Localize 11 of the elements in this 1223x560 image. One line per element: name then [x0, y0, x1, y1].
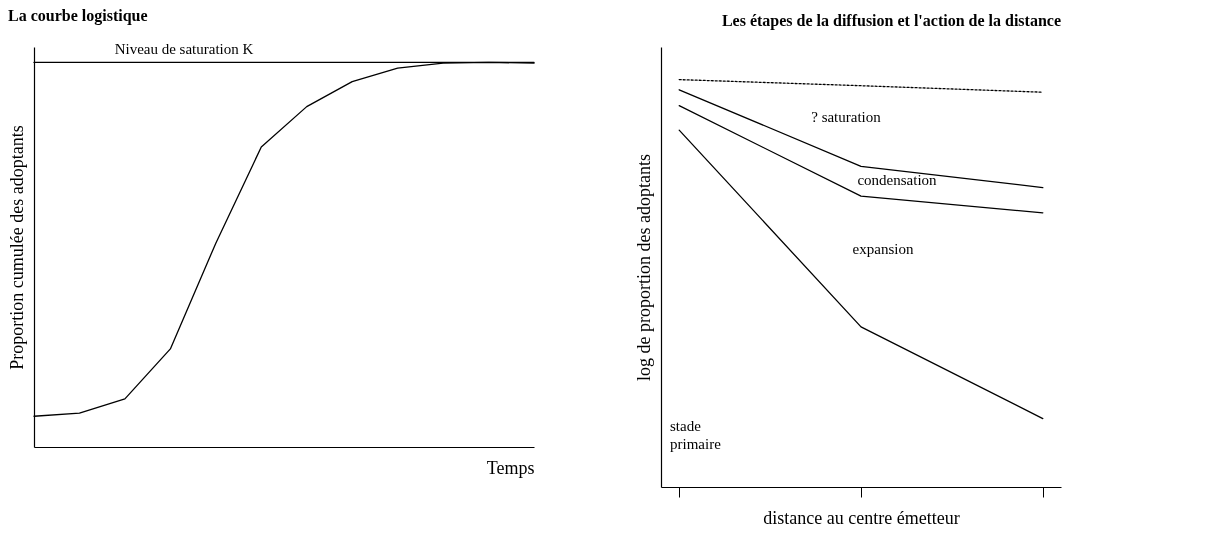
y-axis-title: log de proportion des adoptants: [633, 154, 654, 381]
x-axis-title: Temps: [486, 457, 535, 478]
annotation: stade primaire: [670, 418, 722, 452]
chart-title: La courbe logistique: [8, 7, 148, 25]
y-axis-title: Proportion cumulée des adoptants: [6, 125, 27, 370]
annotation: condensation: [857, 172, 938, 188]
chart-title: Les étapes de la diffusion et l'action de la distance: [721, 12, 1061, 30]
text: Niveau de saturation K: [114, 41, 254, 57]
annotation: expansion: [852, 241, 914, 257]
x-axis-title: distance au centre émetteur: [763, 508, 960, 528]
annotation: ? saturation: [811, 109, 882, 125]
